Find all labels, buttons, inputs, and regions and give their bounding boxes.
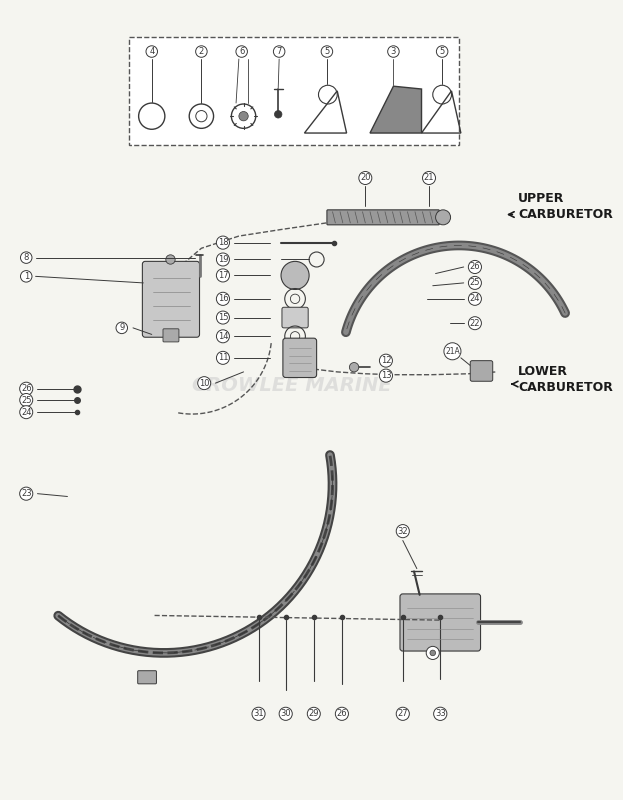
Circle shape	[350, 362, 359, 372]
Text: 15: 15	[217, 313, 228, 322]
Text: CROWLEE MARINE: CROWLEE MARINE	[193, 377, 392, 395]
Text: 6: 6	[239, 47, 244, 56]
Text: UPPER
CARBURETOR: UPPER CARBURETOR	[518, 191, 613, 221]
FancyBboxPatch shape	[138, 670, 156, 684]
Text: 27: 27	[397, 710, 408, 718]
Polygon shape	[370, 86, 422, 133]
Text: 31: 31	[253, 710, 264, 718]
Circle shape	[435, 210, 450, 225]
Text: 16: 16	[217, 294, 228, 303]
Text: 13: 13	[381, 371, 391, 380]
Text: 32: 32	[397, 526, 408, 536]
Circle shape	[281, 262, 309, 290]
Text: 20: 20	[360, 174, 371, 182]
Text: 10: 10	[199, 378, 209, 388]
Text: 3: 3	[391, 47, 396, 56]
FancyBboxPatch shape	[143, 262, 199, 338]
FancyBboxPatch shape	[400, 594, 480, 651]
Text: 9: 9	[119, 323, 125, 332]
Text: 30: 30	[280, 710, 291, 718]
FancyBboxPatch shape	[283, 338, 316, 378]
Circle shape	[275, 110, 282, 118]
FancyBboxPatch shape	[129, 37, 459, 146]
Text: 7: 7	[277, 47, 282, 56]
Text: 25: 25	[21, 395, 32, 405]
Circle shape	[239, 111, 248, 121]
Text: 17: 17	[217, 271, 228, 280]
FancyBboxPatch shape	[282, 307, 308, 328]
FancyBboxPatch shape	[327, 210, 439, 225]
Text: 8: 8	[24, 253, 29, 262]
Text: 14: 14	[217, 332, 228, 341]
Text: LOWER
CARBURETOR: LOWER CARBURETOR	[518, 365, 613, 394]
Circle shape	[426, 646, 439, 659]
Text: 21A: 21A	[445, 346, 460, 356]
Text: 2: 2	[199, 47, 204, 56]
Text: 5: 5	[439, 47, 445, 56]
Text: 24: 24	[470, 294, 480, 303]
Text: 23: 23	[21, 489, 32, 498]
Text: 25: 25	[470, 278, 480, 287]
Text: 26: 26	[470, 262, 480, 271]
Circle shape	[430, 650, 435, 656]
Text: 1: 1	[24, 272, 29, 281]
Text: 12: 12	[381, 356, 391, 365]
Text: 5: 5	[325, 47, 330, 56]
Text: 24: 24	[21, 408, 32, 417]
FancyBboxPatch shape	[163, 329, 179, 342]
Text: 21: 21	[424, 174, 434, 182]
Text: 4: 4	[149, 47, 155, 56]
Text: 18: 18	[217, 238, 228, 247]
Text: 22: 22	[470, 318, 480, 328]
Text: 26: 26	[21, 384, 32, 394]
FancyBboxPatch shape	[470, 361, 493, 382]
Text: 19: 19	[217, 255, 228, 264]
Circle shape	[166, 255, 175, 264]
Text: 33: 33	[435, 710, 445, 718]
Text: 26: 26	[336, 710, 347, 718]
Text: 29: 29	[308, 710, 319, 718]
Text: 11: 11	[217, 354, 228, 362]
